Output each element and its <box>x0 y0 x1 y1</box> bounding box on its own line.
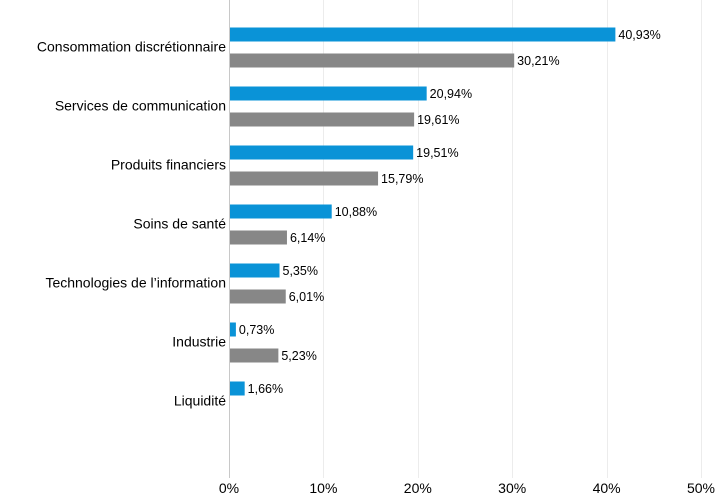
x-tick-label: 20% <box>404 480 432 494</box>
bar-series-2 <box>229 289 286 304</box>
bar-series-2 <box>229 53 515 68</box>
data-label: 6,14% <box>290 231 325 245</box>
category-label: Liquidité <box>174 393 226 409</box>
category-label: Soins de santé <box>133 216 226 232</box>
data-label: 20,94% <box>430 87 472 101</box>
bar-series-2 <box>229 230 287 245</box>
data-label: 0,73% <box>239 323 274 337</box>
category-label: Consommation discrétionnaire <box>37 39 226 55</box>
data-label: 40,93% <box>618 28 660 42</box>
x-tick-label: 10% <box>309 480 337 494</box>
bar-series-1 <box>229 263 280 278</box>
bars <box>229 27 616 396</box>
x-tick-label: 50% <box>687 480 715 494</box>
gridlines <box>323 0 702 478</box>
bar-series-2 <box>229 112 415 127</box>
category-label: Produits financiers <box>111 157 226 173</box>
data-label: 5,35% <box>283 264 318 278</box>
data-label: 19,61% <box>417 113 459 127</box>
data-label: 6,01% <box>289 290 324 304</box>
data-label: 1,66% <box>248 382 283 396</box>
x-tick-label: 30% <box>498 480 526 494</box>
category-label: Services de communication <box>55 98 226 114</box>
bar-series-2 <box>229 171 379 186</box>
bar-series-2 <box>229 348 279 363</box>
x-tick-label: 0% <box>219 480 239 494</box>
data-label: 5,23% <box>281 349 316 363</box>
data-label: 15,79% <box>381 172 423 186</box>
category-label: Technologies de l’information <box>45 275 226 291</box>
bar-series-1 <box>229 86 427 101</box>
bar-series-1 <box>229 204 332 219</box>
bar-series-1 <box>229 322 236 337</box>
bar-series-1 <box>229 145 414 160</box>
bar-series-1 <box>229 381 245 396</box>
data-label: 30,21% <box>517 54 559 68</box>
x-tick-label: 40% <box>593 480 621 494</box>
category-label: Industrie <box>172 334 226 350</box>
bar-series-1 <box>229 27 616 42</box>
data-label: 19,51% <box>416 146 458 160</box>
data-label: 10,88% <box>335 205 377 219</box>
labels: 0% 10% 20% 30% 40% 50% Consommation discrétion… <box>37 28 715 494</box>
